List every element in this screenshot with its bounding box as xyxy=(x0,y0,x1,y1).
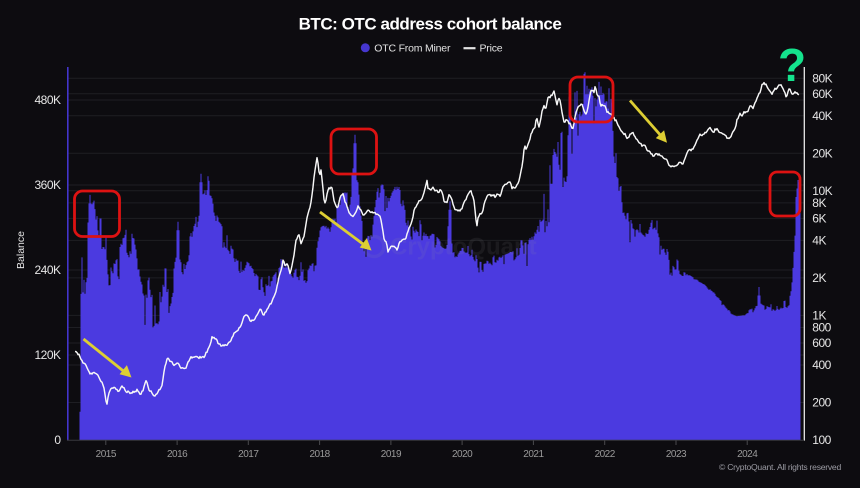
svg-text:800: 800 xyxy=(812,321,831,335)
svg-text:2021: 2021 xyxy=(523,449,544,460)
svg-text:© CryptoQuant. All rights rese: © CryptoQuant. All rights reserved xyxy=(719,462,841,472)
svg-text:240K: 240K xyxy=(34,263,61,277)
svg-text:10K: 10K xyxy=(812,184,832,198)
svg-text:80K: 80K xyxy=(812,71,832,85)
svg-text:0: 0 xyxy=(54,433,61,447)
svg-text:20K: 20K xyxy=(812,146,832,160)
svg-text:4K: 4K xyxy=(812,234,826,248)
svg-text:40K: 40K xyxy=(812,109,832,123)
svg-text:100: 100 xyxy=(812,433,831,447)
svg-text:60K: 60K xyxy=(812,87,832,101)
svg-text:Price: Price xyxy=(480,42,503,54)
svg-text:2024: 2024 xyxy=(737,449,758,460)
svg-text:CryptoQuant: CryptoQuant xyxy=(390,234,537,261)
svg-text:2015: 2015 xyxy=(96,449,117,460)
svg-text:8K: 8K xyxy=(812,196,826,210)
svg-text:2022: 2022 xyxy=(595,449,616,460)
svg-text:480K: 480K xyxy=(34,93,61,107)
svg-text:2016: 2016 xyxy=(167,449,188,460)
svg-text:120K: 120K xyxy=(34,348,61,362)
svg-text:600: 600 xyxy=(812,336,831,350)
svg-text:BTC: OTC address cohort balanc: BTC: OTC address cohort balance xyxy=(299,15,562,34)
svg-text:360K: 360K xyxy=(34,178,61,192)
svg-text:OTC From Miner: OTC From Miner xyxy=(374,42,451,54)
svg-text:2019: 2019 xyxy=(381,449,402,460)
svg-text:1K: 1K xyxy=(812,309,826,323)
svg-text:Balance: Balance xyxy=(15,231,27,269)
svg-text:2023: 2023 xyxy=(666,449,687,460)
svg-text:?: ? xyxy=(778,39,806,91)
svg-text:2018: 2018 xyxy=(309,449,330,460)
svg-text:2K: 2K xyxy=(812,271,826,285)
svg-text:200: 200 xyxy=(812,396,831,410)
svg-text:2017: 2017 xyxy=(238,449,259,460)
svg-text:6K: 6K xyxy=(812,212,826,226)
svg-text:2020: 2020 xyxy=(452,449,473,460)
svg-text:400: 400 xyxy=(812,358,831,372)
